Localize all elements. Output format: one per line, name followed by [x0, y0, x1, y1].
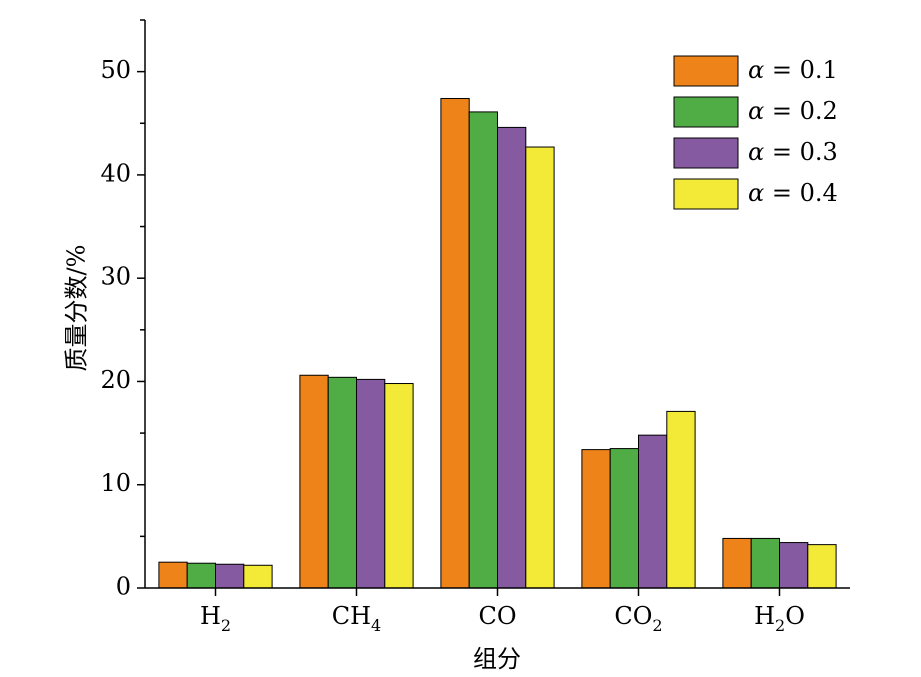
bar	[215, 563, 245, 589]
legend-label: α = 0.4	[748, 179, 838, 207]
bar	[299, 374, 329, 589]
bar	[807, 544, 837, 589]
legend-label: α = 0.1	[748, 56, 838, 84]
bar	[750, 537, 781, 589]
x-tick-label: CO	[478, 602, 516, 630]
bar	[666, 410, 696, 589]
legend-label: α = 0.2	[748, 97, 838, 125]
bar	[722, 537, 752, 589]
x-tick-label: H2	[200, 602, 231, 635]
bar	[327, 376, 358, 589]
y-tick-label: 10	[100, 469, 131, 497]
x-tick-label: CO2	[614, 602, 662, 635]
bars-group	[158, 97, 837, 589]
legend: α = 0.1 α = 0.2 α = 0.3 α = 0.4	[673, 55, 838, 210]
y-tick-label: 20	[100, 366, 131, 394]
legend-label: α = 0.3	[748, 138, 838, 166]
y-axis-label: 质量分数/%	[63, 245, 91, 372]
x-tick-label: CH4	[332, 602, 381, 635]
bar	[186, 562, 216, 589]
legend-swatch	[673, 178, 739, 210]
legend-swatch	[673, 137, 739, 169]
legend-swatch	[673, 96, 739, 128]
y-tick-label: 0	[116, 573, 131, 601]
bar	[468, 111, 499, 589]
bar	[581, 449, 611, 589]
y-ticks-group: 0 10 20 30 40 50	[100, 19, 145, 601]
bar	[779, 542, 809, 589]
x-tick-label: H2O	[754, 602, 805, 635]
x-ticks-group: H2 CH4 CO CO2 H2O	[200, 588, 805, 635]
bar	[440, 97, 470, 589]
bar	[609, 448, 640, 589]
bar	[356, 378, 386, 589]
bar	[384, 383, 414, 589]
y-tick-label: 30	[100, 263, 131, 291]
bar	[158, 561, 188, 589]
legend-swatch	[673, 55, 739, 87]
bar	[525, 146, 555, 589]
y-tick-label: 40	[100, 159, 131, 187]
x-axis-label: 组分	[473, 645, 521, 673]
bar	[243, 564, 273, 589]
bar	[497, 126, 527, 589]
bar	[638, 434, 668, 589]
y-tick-label: 50	[100, 56, 131, 84]
